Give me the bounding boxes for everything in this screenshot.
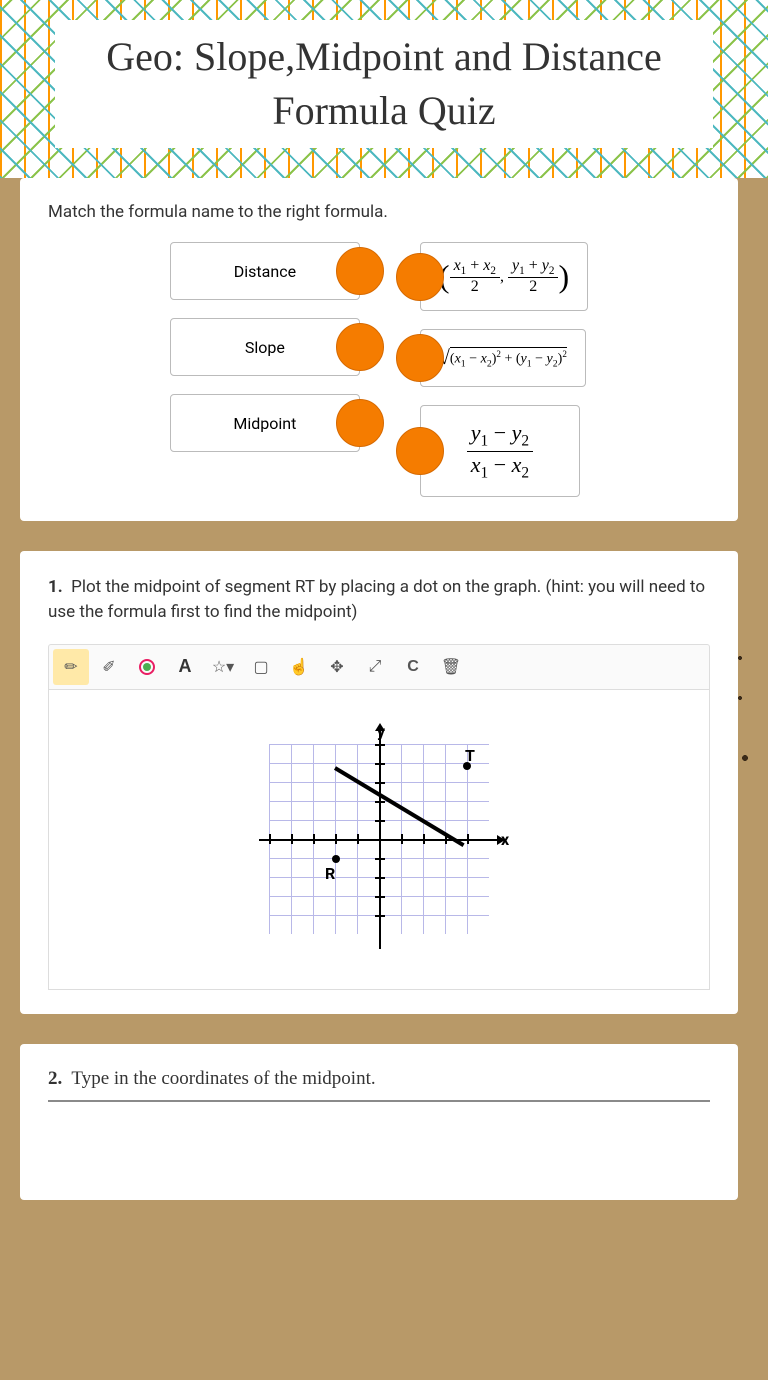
point-r [332, 855, 340, 863]
page-title: Geo: Slope,Midpoint and Distance Formula… [85, 30, 683, 138]
drawing-toolbar: ✏ ✐ A ☆▾ ▢ ☝ ✥ ⤢ C 🗑 [48, 644, 710, 690]
question-2-card: 2. Type in the coordinates of the midpoi… [20, 1044, 738, 1200]
point-t-label: T [465, 746, 475, 765]
match-area: Distance Slope Midpoint ( x1 + x2 [48, 242, 710, 497]
connector-dot[interactable] [396, 334, 444, 382]
color-picker-icon[interactable] [129, 649, 165, 685]
text-tool-icon[interactable]: A [167, 649, 203, 685]
highlighter-tool-icon[interactable]: ✐ [91, 649, 127, 685]
shapes-tool-icon[interactable]: ☆▾ [205, 649, 241, 685]
match-label: Distance [170, 242, 360, 300]
connector-dot[interactable] [336, 247, 384, 295]
question-1-text: 1. Plot the midpoint of segment RT by pl… [48, 575, 710, 626]
connector-dot[interactable] [336, 323, 384, 371]
q1-number: 1. [48, 577, 63, 597]
question-2-text: 2. Type in the coordinates of the midpoi… [48, 1068, 710, 1102]
q2-number: 2. [48, 1068, 62, 1089]
connector-dot[interactable] [336, 399, 384, 447]
question-1-card: 1. Plot the midpoint of segment RT by pl… [20, 551, 738, 1014]
coordinate-graph: y x R T [249, 724, 509, 954]
match-right-midpoint-formula[interactable]: ( x1 + x22 , y1 + y22 ) [420, 242, 588, 311]
content-area: Match the formula name to the right form… [0, 178, 768, 1270]
match-left-distance[interactable]: Distance [170, 242, 360, 300]
match-instruction: Match the formula name to the right form… [48, 202, 710, 222]
formula-midpoint: ( x1 + x22 , y1 + y22 ) [420, 242, 588, 311]
pointer-tool-icon[interactable]: ☝ [281, 649, 317, 685]
answer-input-area[interactable] [48, 1120, 710, 1200]
expand-tool-icon[interactable]: ⤢ [357, 649, 393, 685]
title-card: Geo: Slope,Midpoint and Distance Formula… [55, 20, 713, 148]
q2-body: Type in the coordinates of the midpoint. [71, 1068, 375, 1089]
formula-slope: y1 − y2x1 − x2 [420, 405, 580, 497]
image-tool-icon[interactable]: ▢ [243, 649, 279, 685]
drawing-canvas[interactable]: y x R T [48, 690, 710, 990]
q1-body: Plot the midpoint of segment RT by placi… [48, 577, 705, 623]
match-right-slope-formula[interactable]: y1 − y2x1 − x2 [420, 405, 588, 497]
y-axis-label: y [377, 722, 385, 741]
match-label: Midpoint [170, 394, 360, 452]
match-left-column: Distance Slope Midpoint [170, 242, 360, 497]
match-right-column: ( x1 + x22 , y1 + y22 ) √(x1 − x2)2 + (y… [420, 242, 588, 497]
y-axis [379, 729, 381, 949]
header-pattern: Geo: Slope,Midpoint and Distance Formula… [0, 0, 768, 178]
connector-dot[interactable] [396, 253, 444, 301]
match-left-midpoint[interactable]: Midpoint [170, 394, 360, 452]
redo-icon[interactable]: C [395, 649, 431, 685]
x-axis-label: x [501, 830, 509, 849]
match-right-distance-formula[interactable]: √(x1 − x2)2 + (y1 − y2)2 [420, 329, 588, 387]
match-left-slope[interactable]: Slope [170, 318, 360, 376]
pencil-tool-icon[interactable]: ✏ [53, 649, 89, 685]
connector-dot[interactable] [396, 427, 444, 475]
trash-icon[interactable]: 🗑 [433, 649, 469, 685]
formula-distance: √(x1 − x2)2 + (y1 − y2)2 [420, 329, 586, 387]
match-question-card: Match the formula name to the right form… [20, 178, 738, 521]
match-label: Slope [170, 318, 360, 376]
move-tool-icon[interactable]: ✥ [319, 649, 355, 685]
point-r-label: R [325, 864, 335, 883]
